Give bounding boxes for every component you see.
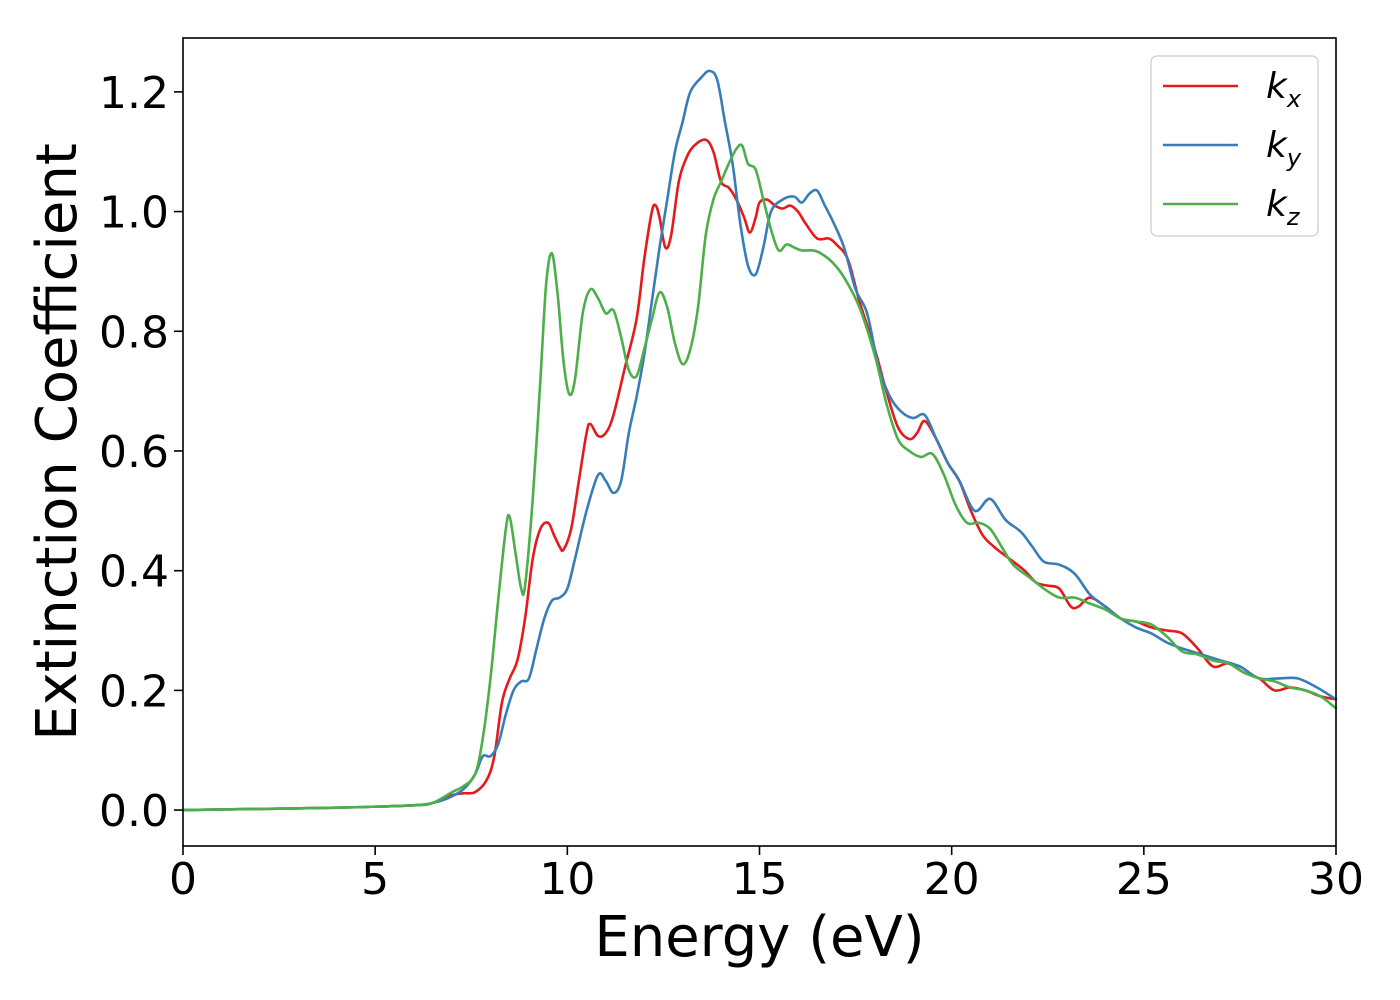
y-tick-label: 0.8 xyxy=(99,307,169,358)
x-tick-label: 0 xyxy=(169,854,197,905)
legend-label-base: k xyxy=(1266,184,1289,225)
legend-label-y: ky xyxy=(1266,125,1302,172)
legend-label-base: k xyxy=(1266,66,1289,107)
x-tick-label: 10 xyxy=(539,854,595,905)
y-axis-ticks: 0.0 0.2 0.4 0.6 0.8 1.0 1.2 xyxy=(99,68,183,837)
legend-label-subscript: x xyxy=(1286,85,1302,113)
y-axis-label: Extinction Coefficient xyxy=(25,143,90,741)
x-tick-label: 15 xyxy=(732,854,788,905)
y-tick-label: 1.2 xyxy=(99,68,169,119)
y-tick-label: 0.6 xyxy=(99,427,169,478)
x-tick-label: 20 xyxy=(924,854,980,905)
x-tick-label: 5 xyxy=(361,854,389,905)
series-line-z xyxy=(181,143,1338,812)
legend-label-x: kx xyxy=(1266,66,1302,113)
y-tick-label: 0.0 xyxy=(99,786,169,837)
series-line-x xyxy=(181,138,1338,812)
legend-label-z: kz xyxy=(1266,184,1301,231)
x-axis-label: Energy (eV) xyxy=(594,905,924,970)
series-layer xyxy=(181,69,1338,812)
x-tick-label: 25 xyxy=(1116,854,1172,905)
y-tick-label: 0.2 xyxy=(99,666,169,717)
x-axis-ticks: 0 5 10 15 20 25 30 xyxy=(169,846,1364,905)
x-tick-label: 30 xyxy=(1308,854,1364,905)
y-tick-label: 1.0 xyxy=(99,188,169,239)
legend-label-subscript: z xyxy=(1286,203,1301,231)
series-line-y xyxy=(181,69,1338,812)
legend-label-base: k xyxy=(1266,125,1289,166)
y-tick-label: 0.4 xyxy=(99,547,169,598)
legend-label-subscript: y xyxy=(1286,144,1302,172)
